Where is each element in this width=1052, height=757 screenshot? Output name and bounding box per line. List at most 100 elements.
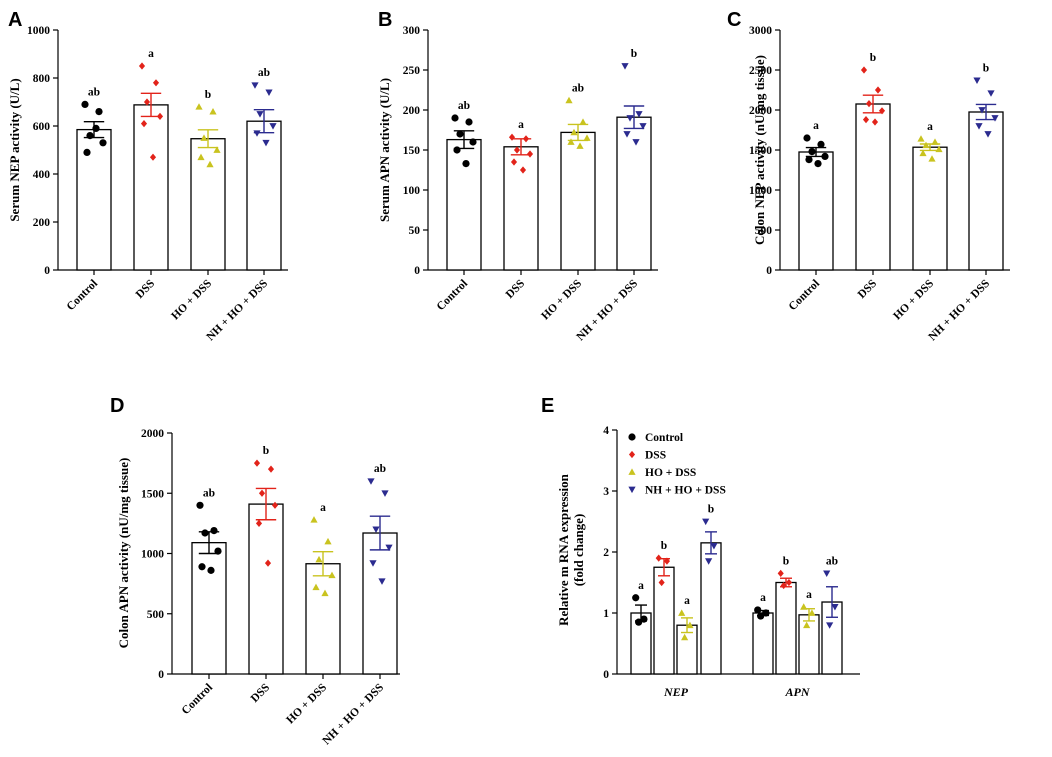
significance-label: b	[783, 555, 789, 567]
data-point	[681, 633, 689, 641]
significance-label: ab	[203, 487, 215, 499]
data-point	[658, 578, 665, 587]
x-tick-label: NH + HO + DSS	[574, 278, 640, 344]
significance-label: a	[148, 48, 154, 60]
data-point	[265, 89, 273, 96]
significance-label: ab	[258, 67, 270, 79]
data-point	[197, 153, 205, 161]
y-tick-label: 2	[603, 547, 609, 559]
data-point	[369, 560, 377, 567]
data-point	[935, 145, 943, 153]
data-point	[310, 516, 318, 523]
data-point	[256, 111, 264, 118]
data-point	[757, 612, 765, 620]
data-point	[655, 554, 662, 562]
y-tick-label: 2500	[749, 65, 772, 77]
data-point	[632, 139, 640, 146]
data-point	[865, 100, 873, 108]
data-point	[635, 618, 643, 626]
data-point	[209, 108, 217, 115]
y-tick-label: 0	[603, 669, 609, 681]
y-axis-label: Relative m RNA expression	[556, 473, 571, 626]
data-point	[381, 490, 389, 497]
data-point	[262, 139, 270, 147]
y-tick-label: 400	[33, 169, 51, 181]
y-tick-label: 150	[403, 145, 421, 157]
data-point	[583, 134, 591, 141]
y-tick-label: 1500	[749, 145, 772, 157]
data-point	[623, 131, 631, 138]
data-point	[785, 578, 793, 587]
data-point	[271, 501, 279, 509]
legend-label: Control	[645, 432, 683, 444]
data-point	[817, 140, 825, 148]
significance-label: b	[205, 89, 211, 101]
bar-category	[855, 103, 891, 271]
data-point	[917, 135, 925, 142]
significance-label: ab	[88, 86, 100, 98]
data-point	[86, 132, 94, 140]
data-point	[251, 82, 259, 89]
group-label: NEP	[663, 685, 689, 699]
data-point	[367, 478, 375, 485]
y-tick-label: 4	[603, 425, 609, 437]
significance-label: a	[684, 595, 690, 607]
data-point	[862, 116, 870, 124]
y-tick-label: 600	[33, 121, 51, 133]
significance-label: ab	[572, 82, 584, 94]
data-point	[874, 86, 882, 94]
bar-category	[446, 138, 482, 271]
data-point	[800, 603, 808, 610]
y-tick-label: 200	[403, 105, 421, 117]
data-point	[267, 465, 275, 473]
y-tick-label: 250	[403, 65, 421, 77]
data-point	[526, 150, 534, 158]
data-point	[519, 166, 527, 174]
data-point	[919, 149, 927, 157]
y-tick-label: 3	[603, 486, 609, 498]
data-point	[264, 559, 272, 567]
significance-label: b	[661, 540, 667, 552]
data-point	[95, 108, 103, 116]
data-point	[821, 152, 829, 160]
data-point	[922, 141, 930, 149]
x-tick-label: Control	[435, 278, 470, 313]
bar-category	[248, 503, 284, 675]
significance-label: ab	[374, 463, 386, 475]
data-point	[469, 138, 477, 146]
data-point	[451, 114, 459, 122]
bar-category	[362, 532, 398, 675]
data-point	[780, 581, 787, 590]
bar-category	[76, 128, 112, 271]
x-tick-label: NH + HO + DSS	[320, 682, 386, 748]
data-point	[312, 583, 320, 591]
data-point	[324, 537, 332, 545]
y-axis-label: Serum APN activity (U/L)	[377, 78, 392, 222]
data-point	[465, 118, 473, 126]
significance-label: ab	[826, 555, 838, 567]
data-point	[632, 594, 640, 602]
x-tick-label: DSS	[504, 278, 527, 301]
data-point	[567, 138, 575, 145]
data-point	[991, 115, 999, 122]
data-point	[140, 120, 148, 128]
data-point	[678, 609, 686, 616]
y-tick-label: 300	[403, 25, 421, 37]
data-point	[878, 107, 886, 115]
bar-category	[190, 138, 226, 271]
data-point	[456, 130, 464, 138]
data-point	[579, 118, 587, 125]
legend-label: HO + DSS	[645, 467, 696, 479]
data-point	[702, 518, 710, 526]
data-point	[826, 622, 834, 629]
data-point	[462, 160, 470, 168]
bar-category	[616, 116, 652, 271]
data-point	[576, 142, 584, 149]
y-tick-label: 100	[403, 185, 421, 197]
panel-letter: A	[8, 9, 22, 31]
y-tick-label: 1	[603, 608, 609, 620]
bar-category	[968, 111, 1004, 271]
bar-category	[798, 151, 834, 271]
data-point	[928, 155, 936, 162]
data-point	[372, 526, 380, 533]
